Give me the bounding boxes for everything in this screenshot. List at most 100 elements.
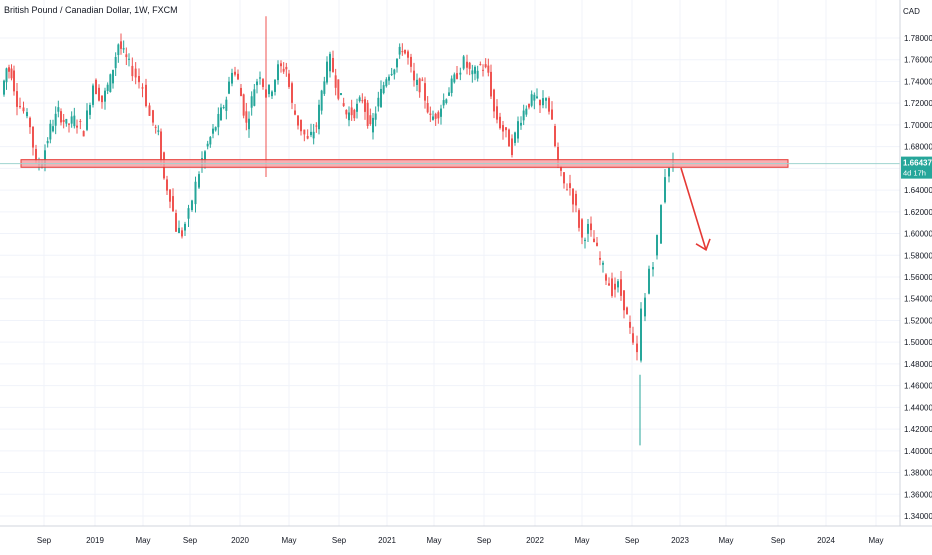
candle-body [490, 71, 492, 97]
time-tick-label: 2020 [231, 536, 249, 545]
time-tick-label: May [868, 536, 883, 545]
candle-body [482, 69, 484, 71]
candle-body [505, 127, 507, 131]
candle-body [217, 113, 220, 128]
chart-title: British Pound / Canadian Dollar, 1W, FXC… [4, 5, 178, 15]
candle-body [348, 112, 350, 121]
time-tick-label: May [574, 536, 589, 545]
candle-body [459, 72, 462, 75]
candle-body [131, 65, 134, 77]
candle-body [350, 107, 353, 116]
price-tick-label: 1.40000 [904, 447, 932, 456]
candle-body [297, 115, 299, 126]
time-tick-label: 2022 [526, 536, 544, 545]
time-tick-label: 2021 [378, 536, 396, 545]
candle-body [204, 151, 206, 163]
candle-body [57, 107, 60, 112]
candle-body [271, 91, 273, 97]
price-tick-label: 1.78000 [904, 34, 932, 43]
price-tick-label: 1.58000 [904, 251, 932, 260]
candle-body [479, 64, 482, 66]
candles [3, 16, 674, 446]
candle-body [280, 63, 282, 67]
candle-body [660, 205, 662, 244]
candle-body [54, 113, 57, 126]
candle-body [396, 58, 398, 68]
candle-body [539, 99, 541, 106]
candle-body [323, 81, 326, 94]
candle-body [656, 235, 658, 256]
projection-arrow[interactable] [680, 167, 707, 251]
candle-body [152, 110, 154, 123]
candle-body [632, 333, 634, 343]
candle-body [237, 73, 239, 80]
time-tick-label: Sep [332, 536, 347, 545]
candle-body [315, 125, 318, 127]
candle-body [499, 116, 501, 129]
candle-body [187, 208, 190, 219]
candle-body [225, 99, 228, 111]
price-tag-countdown: 4d 17h [903, 169, 926, 178]
price-tick-label: 1.62000 [904, 208, 932, 217]
candle-body [169, 189, 171, 202]
candle-body [398, 46, 401, 55]
candle-body [128, 58, 130, 60]
candle-body [356, 103, 358, 112]
candle-body [421, 79, 424, 81]
candle-body [364, 99, 366, 112]
candle-body [209, 137, 212, 145]
candle-body [581, 219, 583, 238]
candle-body [300, 119, 302, 132]
candle-body [253, 89, 256, 106]
time-tick-label: May [426, 536, 441, 545]
candle-body [476, 70, 479, 79]
candle-body [502, 125, 504, 132]
candle-body [418, 78, 421, 93]
candle-body [212, 128, 214, 134]
time-tick-label: Sep [771, 536, 786, 545]
price-tick-label: 1.68000 [904, 143, 932, 152]
candle-body [410, 56, 412, 67]
candle-body [426, 103, 429, 113]
candle-body [312, 131, 315, 139]
candle-body [605, 274, 607, 281]
candle-body [46, 140, 49, 144]
candle-body [584, 239, 586, 241]
candle-body [310, 131, 312, 136]
candle-body [442, 100, 445, 106]
candle-body [629, 322, 631, 328]
candle-body [380, 88, 382, 107]
price-tick-label: 1.52000 [904, 316, 932, 325]
candle-body [623, 290, 625, 311]
candle-body [345, 110, 348, 115]
candle-body [416, 79, 418, 85]
candle-body [334, 75, 337, 88]
candle-body [160, 131, 162, 162]
candle-body [65, 118, 68, 124]
candle-body [49, 123, 52, 140]
candle-body [285, 66, 288, 70]
candle-body [291, 83, 293, 103]
candle-body [393, 69, 396, 75]
candle-body [145, 84, 147, 107]
candle-body [466, 61, 468, 68]
candle-body [206, 143, 209, 147]
candle-body [318, 104, 320, 130]
price-tick-label: 1.74000 [904, 77, 932, 86]
candle-body [511, 138, 513, 156]
candle-body [114, 56, 117, 69]
candle-body [508, 129, 510, 147]
time-tick-label: May [281, 536, 296, 545]
candle-body [234, 71, 236, 75]
candle-body [522, 110, 525, 121]
time-tick-label: Sep [37, 536, 52, 545]
candle-body [76, 125, 78, 128]
candle-body [245, 111, 248, 123]
candle-body [374, 113, 377, 120]
candle-body [437, 112, 440, 119]
candle-body [52, 126, 54, 132]
candle-body [528, 103, 530, 108]
candle-body [44, 150, 46, 166]
